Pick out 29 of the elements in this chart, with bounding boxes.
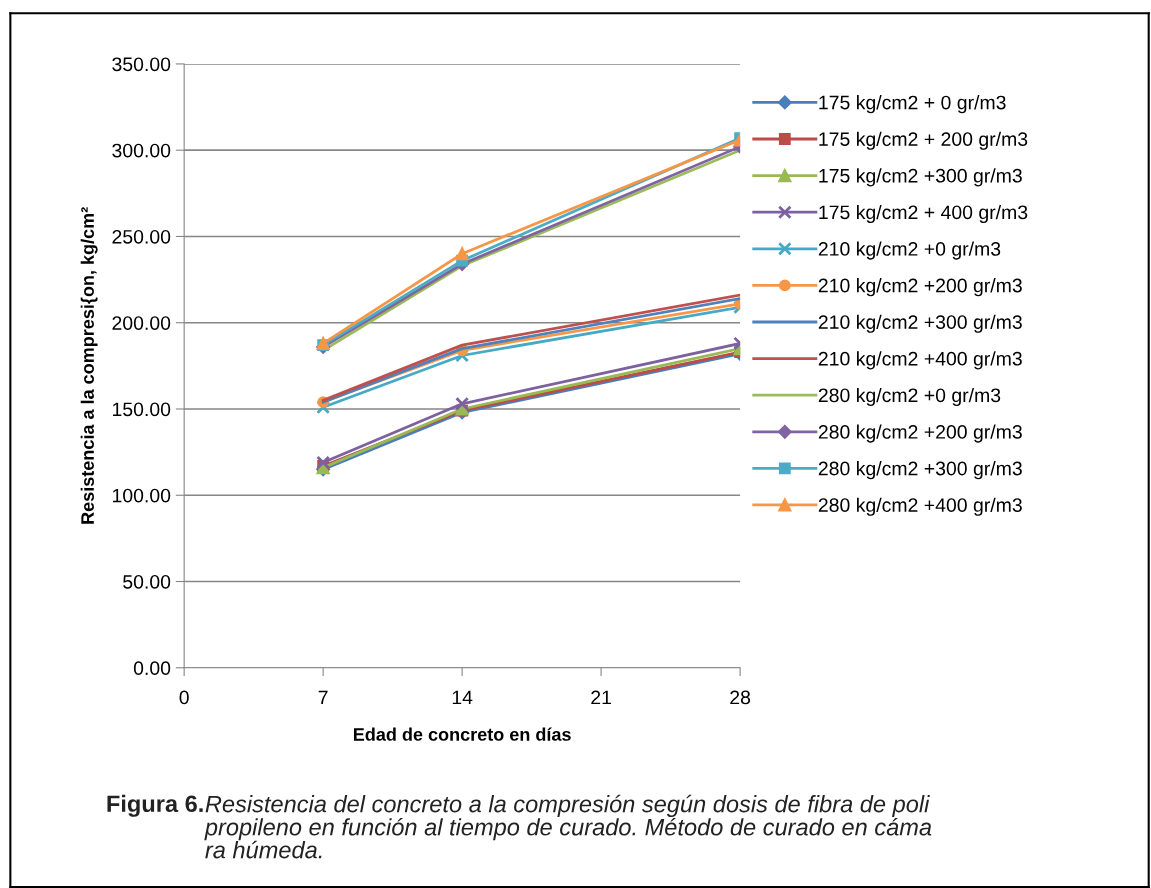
legend-label: 210 kg/cm2 +0 gr/m3 <box>818 241 1001 260</box>
legend-label: 280 kg/cm2 +0 gr/m3 <box>818 387 1001 407</box>
x-tick-label: 7 <box>318 690 328 705</box>
x-tick-label: 28 <box>730 690 751 705</box>
legend-label: 210 kg/cm2 +200 gr/m3 <box>818 278 1022 297</box>
y-tick-label: 50.00 <box>123 574 171 589</box>
y-tick-label: 150.00 <box>112 402 171 417</box>
text: Resistencia del concreto a la compresión según dosis de fibra de poli propileno en función al tiempo de curado. Método de curado en cáma ra húmeda. <box>204 794 932 859</box>
y-axis-title: Resistencia a la compresi{on, kg/cm² <box>80 207 98 524</box>
y-tick-label: 0.00 <box>133 661 171 676</box>
y-tick-label: 300.00 <box>112 143 171 158</box>
text: Figura 6. <box>107 794 203 817</box>
legend-label: 175 kg/cm2 + 200 gr/m3 <box>819 131 1028 150</box>
legend-label: 175 kg/cm2 +300 gr/m3 <box>819 168 1022 187</box>
legend-label: 210 kg/cm2 +400 gr/m3 <box>818 351 1022 370</box>
y-tick-label: 350.00 <box>112 57 171 72</box>
y-tick-label: 100.00 <box>112 488 171 503</box>
x-tick-label: 21 <box>591 690 611 705</box>
legend-label: 280 kg/cm2 +200 gr/m3 <box>818 424 1022 443</box>
y-tick-label: 250.00 <box>112 229 171 244</box>
legend-label: 175 kg/cm2 + 0 gr/m3 <box>819 95 1006 114</box>
legend-label: 280 kg/cm2 +400 gr/m3 <box>818 497 1022 516</box>
legend-label: 210 kg/cm2 +300 gr/m3 <box>818 314 1022 333</box>
x-axis-title: Edad de concreto en días <box>353 727 571 741</box>
x-tick-label: 0 <box>179 690 189 705</box>
y-tick-label: 200.00 <box>112 316 171 330</box>
legend-label: 280 kg/cm2 +300 gr/m3 <box>818 461 1022 480</box>
x-tick-label: 14 <box>452 690 473 705</box>
legend-label: 175 kg/cm2 + 400 gr/m3 <box>819 204 1028 224</box>
